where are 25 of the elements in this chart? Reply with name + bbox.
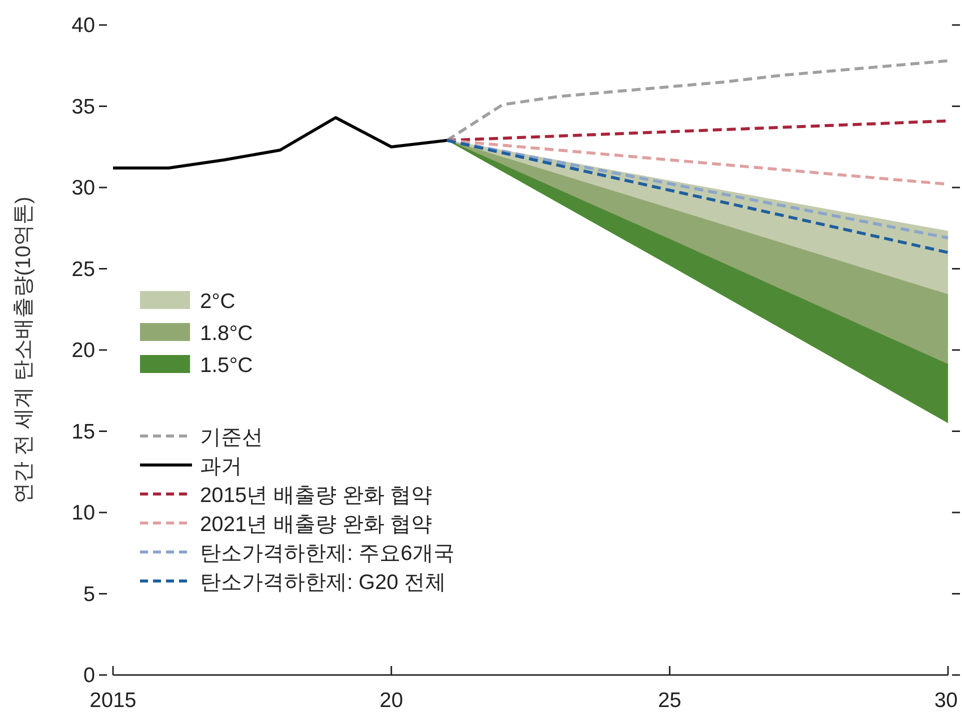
- y-tick-label: 15: [72, 420, 95, 444]
- y-tick-label: 35: [72, 95, 95, 118]
- legend-label: 2015년 배출량 완화 협약: [200, 484, 432, 507]
- y-tick-label: 20: [72, 339, 95, 362]
- line-series: [446, 59, 950, 142]
- legend-label: 2021년 배출량 완화 협약: [200, 513, 432, 536]
- legend-label: 2°C: [200, 290, 236, 313]
- legend-label: 과거: [200, 455, 242, 478]
- legend-label: 1.8°C: [200, 322, 253, 345]
- x-tick-label: 20: [380, 689, 404, 712]
- y-tick-label: 5: [83, 582, 95, 606]
- y-axis-title: 연간 전 세계 탄소배출량(10억톤): [12, 196, 35, 504]
- x-tick-label: 2015: [90, 689, 136, 712]
- legend-label: 기준선: [200, 426, 263, 449]
- y-tick-label: 10: [72, 502, 95, 524]
- legend-label: 탄소가격하한제: G20 전체: [200, 571, 446, 594]
- y-tick-label: 25: [72, 258, 95, 281]
- x-tick-label: 30: [934, 689, 958, 712]
- y-tick-label: 40: [72, 14, 95, 37]
- line-series: [112, 116, 448, 170]
- x-tick-label: 25: [658, 689, 682, 712]
- y-tick-label: 0: [83, 664, 95, 687]
- legend-label: 1.5°C: [200, 354, 253, 377]
- legend-label: 탄소가격하한제: 주요6개국: [200, 542, 454, 565]
- y-tick-label: 30: [72, 176, 95, 200]
